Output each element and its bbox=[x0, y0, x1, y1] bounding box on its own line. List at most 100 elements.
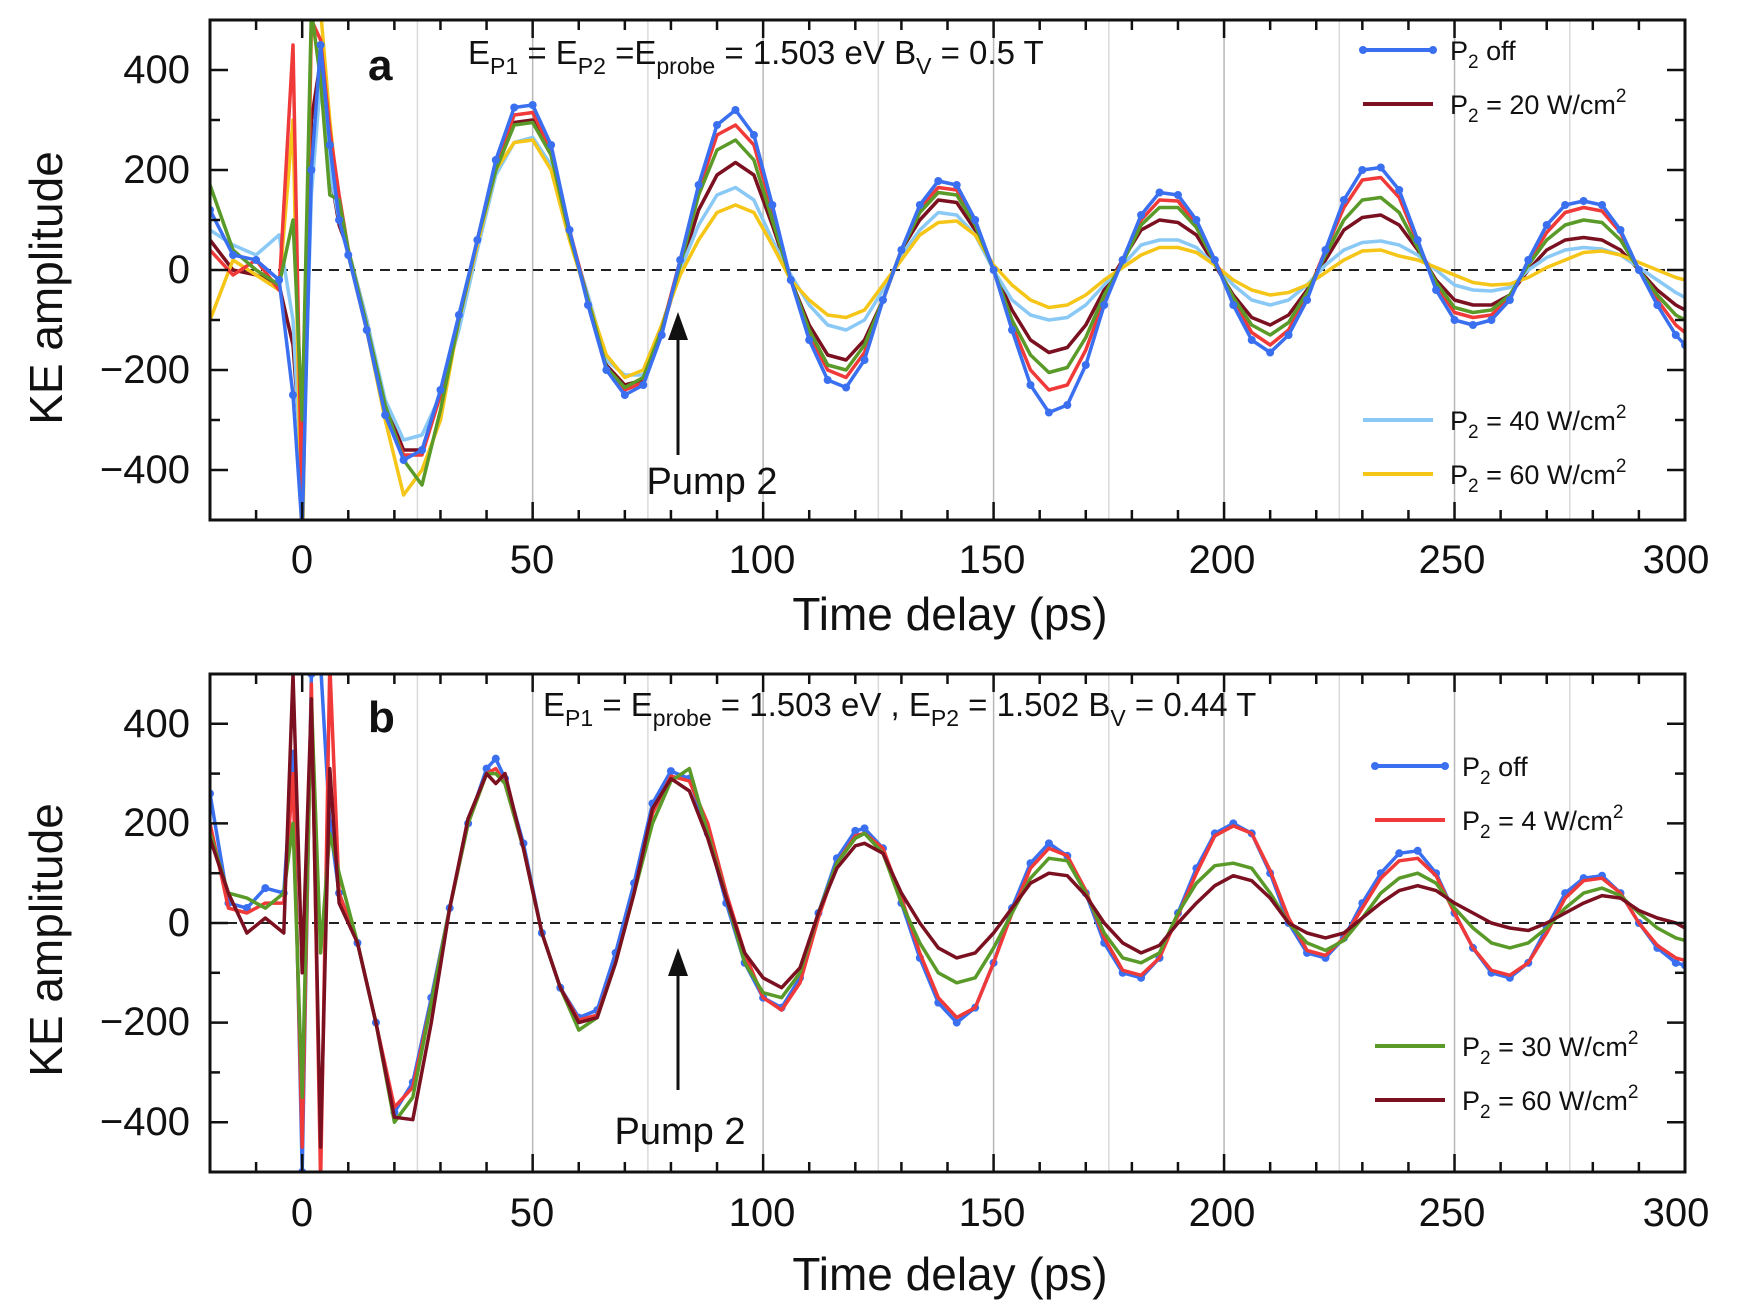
panel-a-pump2-annotation: Pump 2 bbox=[647, 312, 778, 503]
panel-a-y-tick-labels: 400 200 0 −200 −400 bbox=[100, 48, 190, 492]
panel-b-x-axis-title: Time delay (ps) bbox=[792, 1248, 1107, 1300]
a-series-0-point-15 bbox=[436, 386, 445, 394]
a-series-0-point-17 bbox=[473, 236, 482, 244]
a-series-0-point-80 bbox=[1634, 266, 1643, 274]
a-series-0-point-61 bbox=[1284, 331, 1293, 339]
b-series-0-point-50 bbox=[1044, 839, 1053, 848]
panel-b-letter: b bbox=[368, 693, 395, 742]
b-series-0-point-69 bbox=[1395, 849, 1404, 858]
a-series-0-point-68 bbox=[1413, 236, 1422, 244]
a-series-0-point-25 bbox=[620, 391, 629, 399]
a-series-0-point-31 bbox=[731, 106, 740, 114]
a-series-0-point-51 bbox=[1100, 301, 1109, 309]
panel-a-legend-label-40: P2 = 40 W/cm2 bbox=[1450, 402, 1626, 443]
a-series-0-point-10 bbox=[344, 251, 353, 259]
a-series-0-point-8 bbox=[325, 141, 334, 149]
panel-a-legend-label-20: P2 = 20 W/cm2 bbox=[1450, 86, 1626, 127]
a-series-0-point-41 bbox=[915, 201, 924, 209]
b-series-0-point-40 bbox=[860, 824, 869, 833]
b-series-0-point-29 bbox=[666, 767, 675, 776]
panel-a-ytick-m400: −400 bbox=[100, 448, 190, 492]
a-series-0-point-22 bbox=[565, 226, 574, 234]
a-series-0-point-44 bbox=[971, 216, 980, 224]
a-series-0-point-28 bbox=[676, 256, 685, 264]
a-series-0-point-81 bbox=[1653, 301, 1662, 309]
a-series-0-point-77 bbox=[1579, 197, 1588, 205]
panel-b-legend-label-60: P2 = 60 W/cm2 bbox=[1462, 1082, 1638, 1123]
a-series-0-point-56 bbox=[1192, 216, 1201, 224]
a-series-0-point-67 bbox=[1395, 186, 1404, 194]
panel-a-legend-marker-off-2 bbox=[1429, 46, 1437, 54]
a-series-0-point-12 bbox=[381, 411, 390, 419]
a-series-0-point-73 bbox=[1505, 296, 1514, 304]
panel-a-x-tick-labels: 0 50 100 150 200 250 300 bbox=[291, 538, 1710, 582]
b-series-0-point-84 bbox=[1671, 958, 1680, 967]
b-series-0-point-3 bbox=[261, 884, 270, 893]
a-series-0-point-30 bbox=[713, 121, 722, 129]
a-series-0-point-26 bbox=[639, 381, 648, 389]
a-series-0-point-47 bbox=[1026, 381, 1035, 389]
a-series-0-point-5 bbox=[298, 526, 306, 534]
a-series-0-point-37 bbox=[842, 383, 851, 392]
panel-b-xtick-250: 250 bbox=[1419, 1191, 1486, 1235]
a-series-0-point-11 bbox=[362, 326, 371, 334]
panel-b-legend-marker-off bbox=[1371, 762, 1379, 770]
panel-a-ytick-m200: −200 bbox=[100, 348, 190, 392]
a-series-0-point-75 bbox=[1542, 221, 1551, 229]
panel-a: 400 200 0 −200 −400 0 50 100 150 200 250… bbox=[20, 18, 1710, 640]
a-series-0-point-82 bbox=[1671, 331, 1680, 339]
a-series-0-point-55 bbox=[1173, 191, 1182, 199]
panel-b-series bbox=[210, 660, 1685, 1172]
a-series-0-point-20 bbox=[528, 101, 537, 109]
a-series-0-point-34 bbox=[786, 276, 795, 284]
a-series-0-point-70 bbox=[1450, 316, 1459, 324]
panel-a-legend-item-60: P2 = 60 W/cm2 bbox=[1363, 456, 1626, 497]
a-series-0-point-21 bbox=[547, 141, 556, 149]
a-series-0-point-78 bbox=[1598, 201, 1607, 209]
a-series-0-point-57 bbox=[1210, 256, 1219, 264]
a-series-0-point-59 bbox=[1247, 336, 1256, 344]
a-series-0-point-29 bbox=[694, 181, 703, 189]
panel-a-legend-item-40: P2 = 40 W/cm2 bbox=[1363, 402, 1626, 443]
a-series-0-point-23 bbox=[583, 301, 592, 309]
panel-b-pump2-label: Pump 2 bbox=[615, 1111, 746, 1153]
panel-a-legend-item-off: P2 off bbox=[1359, 36, 1516, 73]
b-series-0-point-8 bbox=[317, 660, 325, 668]
a-series-0-point-40 bbox=[897, 246, 906, 254]
a-series-0-point-53 bbox=[1137, 211, 1146, 219]
a-series-0-point-24 bbox=[602, 366, 611, 374]
a-series-0-point-45 bbox=[989, 266, 998, 274]
panel-a-xtick-50: 50 bbox=[510, 538, 555, 582]
panel-b-legend-item-off: P2 off bbox=[1371, 752, 1528, 789]
a-series-0-point-50 bbox=[1081, 361, 1090, 369]
b-series-0-point-70 bbox=[1413, 846, 1422, 855]
a-series-0-point-18 bbox=[491, 156, 500, 164]
panel-a-xtick-100: 100 bbox=[729, 538, 796, 582]
a-series-0-point-52 bbox=[1118, 256, 1127, 264]
panel-b-xtick-200: 200 bbox=[1189, 1191, 1256, 1235]
a-series-line-3 bbox=[210, 20, 1685, 520]
panel-b-pump2-annotation: Pump 2 bbox=[615, 948, 746, 1153]
a-series-0-point-58 bbox=[1229, 301, 1238, 309]
a-series-0-point-16 bbox=[454, 311, 463, 319]
panel-a-legend-item-20: P2 = 20 W/cm2 bbox=[1363, 86, 1626, 127]
a-series-0-point-72 bbox=[1487, 316, 1496, 324]
a-series-0-point-39 bbox=[878, 296, 887, 304]
panel-b-legend-label-4: P2 = 4 W/cm2 bbox=[1462, 802, 1623, 843]
panel-a-pump2-label: Pump 2 bbox=[647, 461, 778, 503]
panel-b: 400 200 0 −200 −400 0 50 100 150 200 250… bbox=[20, 660, 1709, 1300]
a-series-0-point-62 bbox=[1303, 296, 1312, 304]
a-series-0-point-74 bbox=[1524, 256, 1533, 264]
panel-b-ytick-m200: −200 bbox=[100, 1000, 190, 1044]
a-series-0-point-60 bbox=[1266, 348, 1275, 357]
panel-a-series bbox=[210, 20, 1685, 534]
b-series-0-point-19 bbox=[491, 754, 500, 763]
panel-a-pump2-arrowhead bbox=[668, 312, 688, 340]
panel-b-legend-item-4: P2 = 4 W/cm2 bbox=[1375, 802, 1623, 843]
a-series-0-point-71 bbox=[1468, 321, 1477, 329]
panel-b-legend-item-60: P2 = 60 W/cm2 bbox=[1375, 1082, 1638, 1123]
panel-a-ytick-0: 0 bbox=[168, 248, 190, 292]
panel-a-y-axis-title: KE amplitude bbox=[20, 151, 72, 425]
a-series-0-point-35 bbox=[805, 336, 814, 344]
